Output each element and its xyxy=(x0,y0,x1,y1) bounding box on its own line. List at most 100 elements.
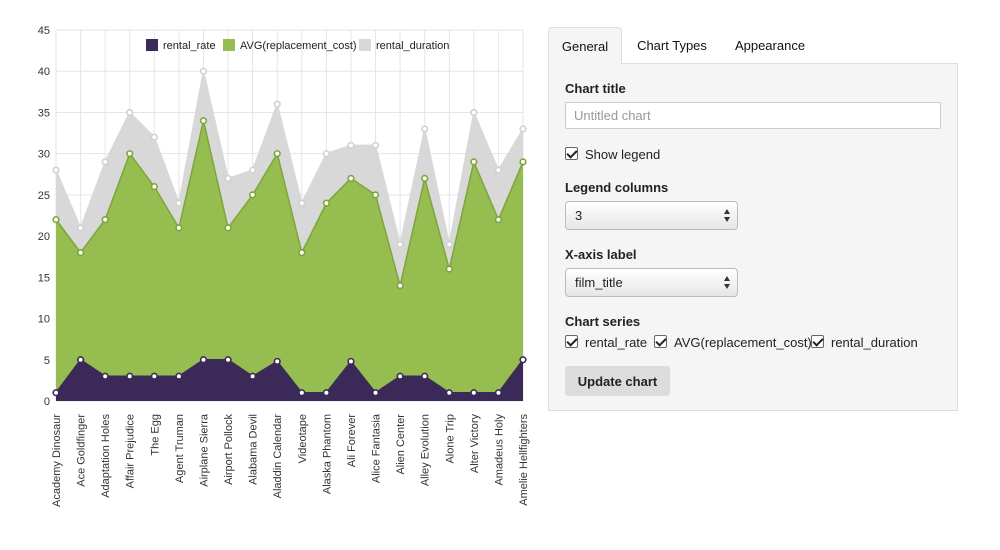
legend-columns-label: Legend columns xyxy=(565,180,669,195)
legend-columns-value: 3 xyxy=(575,208,583,223)
y-tick-label: 10 xyxy=(38,314,50,326)
x-tick-label: Alter Victory xyxy=(469,414,481,474)
x-tick-label: Adaptation Holes xyxy=(100,414,112,498)
data-point-replacement-cost xyxy=(470,158,478,166)
x-tick-label: Alabama Devil xyxy=(248,414,260,485)
data-point-replacement-cost xyxy=(519,158,527,166)
x-axis-label-value: film_title xyxy=(575,275,623,290)
data-point-rental-duration xyxy=(76,224,85,232)
data-point-rental-rate xyxy=(224,356,232,364)
data-point-replacement-cost xyxy=(52,216,60,224)
series-line-rental-duration xyxy=(55,71,524,245)
data-point-rental-duration xyxy=(421,125,429,133)
series-rental-rate-checkbox[interactable] xyxy=(565,335,578,348)
x-axis-label-select[interactable]: film_title xyxy=(565,268,738,297)
x-tick-label: Alien Center xyxy=(395,414,407,475)
area-chart: 0 5 10 15 20 25 30 35 40 45 Academy Dinosaur Ace Go… xyxy=(38,25,530,507)
series-rental-rate-label: rental_rate xyxy=(585,335,648,350)
update-chart-button[interactable]: Update chart xyxy=(565,366,670,396)
series-rental-duration-checkbox[interactable] xyxy=(811,335,824,348)
chart-title-input[interactable] xyxy=(565,102,941,129)
data-point-rental-duration xyxy=(175,199,183,207)
series-replacement-cost-checkbox[interactable] xyxy=(654,335,667,348)
x-tick-label: Amelie Hellfighters xyxy=(518,414,530,506)
y-tick-label: 35 xyxy=(38,107,50,119)
legend-swatch xyxy=(223,39,235,51)
legend-label: AVG(replacement_cost) xyxy=(240,40,357,52)
x-tick-label: Alone Trip xyxy=(444,414,456,464)
x-tick-label: Alice Fantasia xyxy=(371,413,383,483)
tab-general[interactable]: General xyxy=(548,27,622,65)
data-point-replacement-cost xyxy=(273,150,281,158)
data-point-rental-duration xyxy=(494,166,503,174)
legend-columns-select[interactable]: 3 xyxy=(565,201,738,230)
data-point-rental-rate xyxy=(126,372,134,380)
data-point-rental-duration xyxy=(347,141,355,150)
data-point-rental-rate xyxy=(249,372,257,380)
chart-area: 0 5 10 15 20 25 30 35 40 45 Academy Dinosaur Ace Go… xyxy=(38,25,530,507)
data-point-rental-rate xyxy=(175,372,183,380)
tab-appearance[interactable]: Appearance xyxy=(734,38,806,53)
data-point-replacement-cost xyxy=(298,249,306,257)
data-point-replacement-cost xyxy=(126,150,134,158)
chart-series-label: Chart series xyxy=(565,314,641,329)
y-tick-label: 20 xyxy=(38,231,50,243)
data-point-replacement-cost xyxy=(396,281,404,290)
x-tick-label: Videotape xyxy=(297,414,309,463)
chart-settings-panel: General Chart Types Appearance Chart tit… xyxy=(548,27,958,411)
show-legend-checkbox[interactable] xyxy=(565,147,578,160)
tab-bar: General Chart Types Appearance xyxy=(548,27,958,65)
x-tick-label: Airport Pollock xyxy=(223,414,235,485)
data-point-rental-rate xyxy=(494,389,503,397)
data-point-rental-rate xyxy=(150,372,158,380)
data-point-rental-rate xyxy=(519,356,527,364)
data-point-rental-duration xyxy=(224,174,232,182)
data-point-rental-duration xyxy=(273,100,281,108)
data-point-replacement-cost xyxy=(224,224,232,232)
series-line-replacement-cost xyxy=(55,120,524,286)
x-tick-label: Alley Evolution xyxy=(420,414,432,486)
x-tick-label: Amadeus Holy xyxy=(493,414,505,486)
tab-chart-types[interactable]: Chart Types xyxy=(637,38,707,53)
data-point-replacement-cost xyxy=(175,224,183,232)
legend-swatch xyxy=(359,39,371,51)
data-point-rental-rate xyxy=(199,356,208,364)
legend-label: rental_rate xyxy=(163,40,216,52)
y-tick-label: 25 xyxy=(38,190,50,202)
data-point-replacement-cost xyxy=(445,265,453,273)
data-point-replacement-cost xyxy=(371,191,380,199)
data-point-rental-rate xyxy=(396,372,404,380)
data-point-replacement-cost xyxy=(150,183,158,191)
data-point-rental-duration xyxy=(519,125,527,133)
x-tick-label: Airplane Sierra xyxy=(198,413,210,487)
data-point-rental-duration xyxy=(150,133,158,141)
data-point-rental-duration xyxy=(371,141,380,150)
data-point-rental-rate xyxy=(101,372,109,380)
series-line-rental-rate xyxy=(55,358,524,394)
data-point-replacement-cost xyxy=(494,216,503,224)
data-point-rental-rate xyxy=(298,389,306,397)
data-point-rental-duration xyxy=(101,158,109,166)
data-point-replacement-cost xyxy=(76,249,85,257)
select-updown-icon xyxy=(724,209,731,223)
data-point-rental-rate xyxy=(322,389,330,397)
x-tick-label: The Egg xyxy=(149,414,161,456)
data-point-rental-duration xyxy=(249,166,257,174)
legend-swatch xyxy=(146,39,158,51)
data-point-rental-duration xyxy=(199,67,208,75)
y-tick-label: 15 xyxy=(38,272,50,284)
data-point-replacement-cost xyxy=(347,174,355,182)
series-area-rental-rate xyxy=(56,359,523,401)
x-tick-label: Ali Forever xyxy=(346,414,358,468)
x-tick-label: Ace Goldfinger xyxy=(76,414,88,487)
x-tick-label: Alaska Phantom xyxy=(321,414,333,494)
y-tick-label: 0 xyxy=(44,396,50,408)
data-point-rental-rate xyxy=(347,357,355,366)
data-point-rental-rate xyxy=(76,356,85,364)
data-point-rental-duration xyxy=(126,108,134,117)
series-area-replacement-cost xyxy=(56,120,523,401)
y-tick-label: 40 xyxy=(38,66,50,78)
x-tick-label: Aladdin Calendar xyxy=(272,414,284,499)
select-updown-icon xyxy=(724,276,731,290)
data-point-rental-duration xyxy=(322,150,330,158)
